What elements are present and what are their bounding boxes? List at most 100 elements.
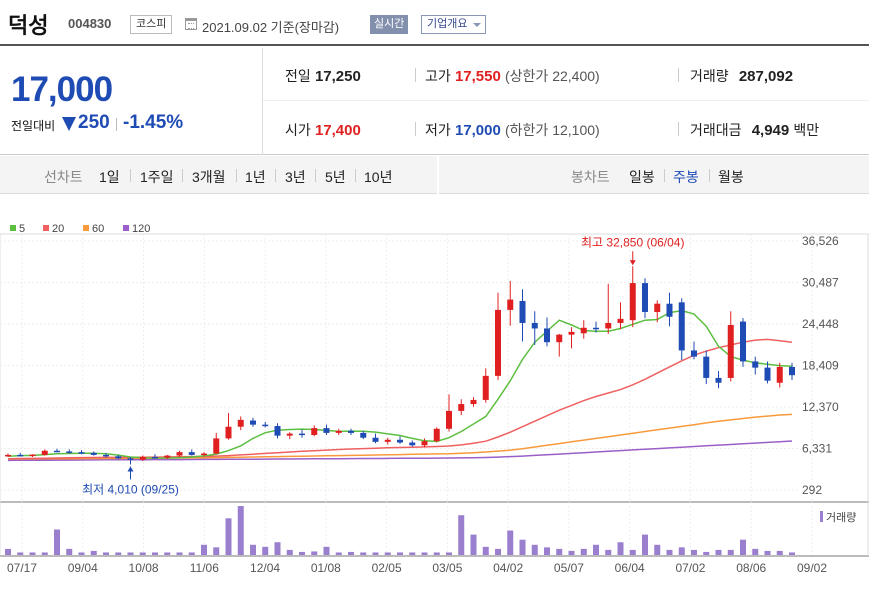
chart-grid (0, 233, 869, 557)
candlestick-chart: 5 20 60 120 36,526 30,487 24,448 18,409 12,370 6… (0, 223, 869, 575)
open-price: 시가 17,400 (285, 120, 361, 140)
quote-panel: 17,000 전일대비 250 -1.45% 전일 17,250 고가 17,5… (0, 48, 869, 155)
candle (41, 450, 48, 455)
candle (201, 453, 207, 456)
candle (568, 331, 575, 335)
candle (519, 300, 526, 323)
volume-bar (433, 552, 440, 555)
volume-bar (556, 548, 563, 555)
x-tick-label: 06/04 (615, 561, 645, 575)
candle (164, 455, 171, 458)
period-weekly[interactable]: 주봉 (673, 169, 699, 185)
volume-bar (5, 548, 11, 555)
candle (642, 283, 648, 312)
period-daily[interactable]: 일봉 (629, 169, 655, 185)
volume-bar (311, 551, 318, 555)
period-1y[interactable]: 1년 (245, 169, 266, 185)
volume-bar (201, 544, 207, 555)
stock-header: 덕성 004830 코스피 2021.09.02 기준(장마감) 실시간 기업개… (0, 0, 869, 46)
company-overview-button[interactable]: 기업개요 (421, 15, 487, 34)
volume-bar (446, 552, 452, 555)
period-1w[interactable]: 1주일 (140, 169, 174, 185)
volume-bar (90, 550, 97, 555)
candle (691, 350, 697, 357)
high-price-value: 17,550 (454, 68, 501, 85)
divider (678, 68, 679, 82)
volume-bar (458, 515, 465, 555)
x-tick-label: 09/04 (68, 561, 98, 575)
volume-bar (103, 552, 109, 555)
period-1d[interactable]: 1일 (99, 169, 120, 185)
current-price: 17,000 (11, 70, 113, 109)
period-monthly[interactable]: 월봉 (718, 169, 744, 185)
volume-bar (470, 534, 477, 555)
volume-bar (41, 552, 48, 555)
candle (495, 309, 501, 376)
low-arrow-head (127, 466, 134, 472)
y-axis: 36,526 30,487 24,448 18,409 12,370 6,331 292 (802, 234, 839, 497)
candle (556, 334, 563, 343)
candle (372, 437, 379, 442)
divider (236, 169, 237, 182)
x-tick-label: 10/08 (129, 561, 159, 575)
candle (654, 303, 661, 312)
x-tick-label: 03/05 (432, 561, 462, 575)
y-tick-label: 292 (802, 483, 822, 497)
divider (415, 68, 416, 82)
candle (66, 451, 73, 453)
volume-bar (78, 552, 85, 555)
high-arrow-head (629, 260, 636, 266)
volume-bar (54, 529, 60, 555)
volume-bar (507, 530, 514, 555)
candle (593, 327, 599, 330)
current-price-box: 17,000 전일대비 250 -1.45% (0, 48, 263, 155)
candle (299, 433, 305, 436)
candle (580, 327, 587, 334)
candle (507, 299, 514, 310)
period-3m[interactable]: 3개월 (192, 169, 226, 185)
period-5y[interactable]: 5년 (325, 169, 346, 185)
divider (130, 169, 131, 182)
candle (397, 439, 403, 443)
period-10y[interactable]: 10년 (364, 169, 393, 185)
x-tick-label: 12/04 (250, 561, 280, 575)
low-annotation: 최저 4,010 (09/25) (82, 482, 179, 496)
divider (182, 169, 183, 182)
candle (17, 454, 24, 457)
market-badge: 코스피 (130, 15, 173, 34)
high-price: 고가 17,550 (상한가 22,400) (425, 66, 600, 86)
candles (5, 266, 795, 465)
prev-close-label: 전일 (285, 68, 311, 84)
volume-bar (727, 549, 734, 555)
down-triangle-icon (62, 117, 76, 131)
open-price-value: 17,400 (314, 122, 361, 139)
candle (482, 375, 489, 400)
candle-chart-label: 봉차트 (571, 169, 610, 185)
x-tick-label: 07/02 (675, 561, 705, 575)
candle (286, 433, 293, 436)
divider (415, 122, 416, 136)
change-amount: 250 (78, 112, 110, 133)
volume-bar (654, 544, 661, 555)
stock-name: 덕성 (8, 13, 49, 38)
volume-legend-swatch (820, 511, 823, 522)
volume-bar (678, 547, 685, 555)
period-3y[interactable]: 3년 (285, 169, 306, 185)
candle (740, 321, 746, 362)
volume-label: 거래량 (690, 68, 729, 84)
volume-bar (580, 548, 587, 555)
volume-bar (360, 552, 367, 555)
volume-bar (213, 547, 220, 555)
low-price-label: 저가 (425, 122, 451, 138)
candle (409, 442, 416, 446)
ma-legend-label: 5 (19, 223, 25, 235)
candle (789, 366, 795, 376)
candle (335, 430, 342, 433)
volume-bar (544, 547, 550, 555)
volume-bar (299, 551, 305, 555)
realtime-button[interactable]: 실시간 (370, 15, 409, 34)
change-label: 전일대비 (11, 119, 56, 133)
candle (176, 452, 183, 456)
volume-bar (691, 549, 697, 555)
volume-bar (29, 552, 36, 555)
